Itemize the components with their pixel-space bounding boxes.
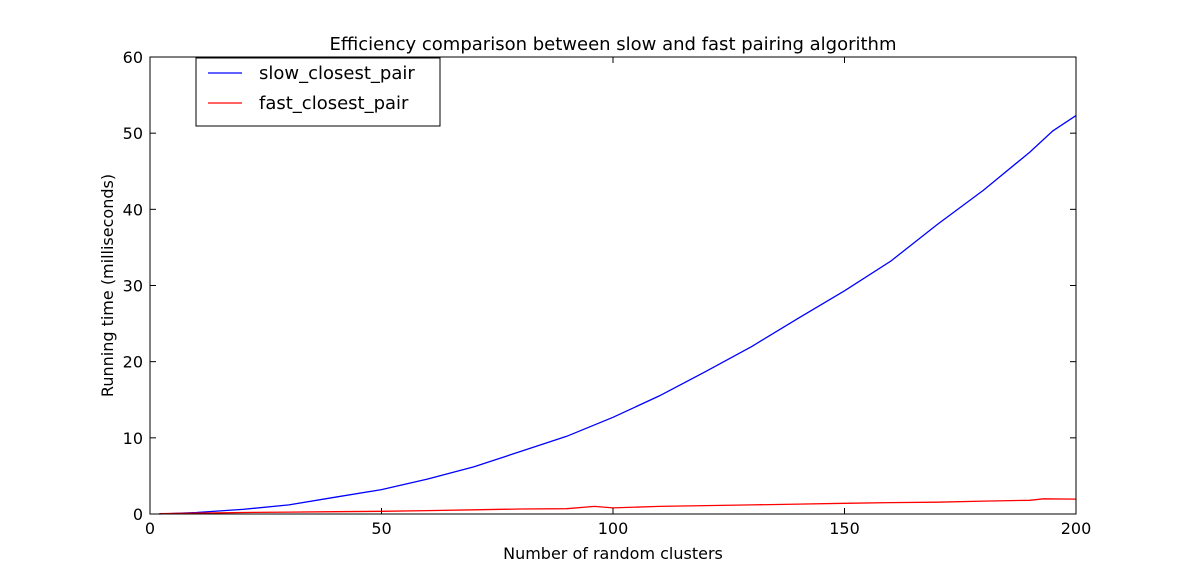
y-tick-label: 40 — [123, 200, 143, 219]
legend: slow_closest_pair fast_closest_pair — [195, 57, 441, 127]
x-axis-label: Number of random clusters — [503, 544, 723, 563]
x-tick-label: 50 — [371, 519, 391, 538]
series-layer — [159, 115, 1077, 515]
y-tick-label: 10 — [123, 429, 143, 448]
series-line-slow_closest_pair — [159, 115, 1077, 515]
x-tick-label: 0 — [145, 519, 155, 538]
chart-title: Efficiency comparison between slow and f… — [329, 34, 896, 55]
legend-label-fast_closest_pair: fast_closest_pair — [259, 93, 409, 114]
x-tick-label: 200 — [1061, 519, 1092, 538]
y-tick-label: 50 — [123, 124, 143, 143]
x-tick-label: 150 — [829, 519, 860, 538]
y-axis-label: Running time (milliseconds) — [98, 174, 117, 397]
y-tick-label: 60 — [123, 48, 143, 67]
ticks-layer: 0 50 100 150 200 0 10 20 30 40 50 60 — [123, 48, 1092, 538]
x-tick-label: 100 — [598, 519, 629, 538]
legend-box — [195, 57, 441, 127]
y-tick-label: 30 — [123, 277, 143, 296]
legend-label-slow_closest_pair: slow_closest_pair — [259, 63, 415, 84]
y-tick-label: 20 — [123, 353, 143, 372]
y-tick-label: 0 — [133, 505, 143, 524]
series-line-fast_closest_pair — [159, 498, 1077, 515]
